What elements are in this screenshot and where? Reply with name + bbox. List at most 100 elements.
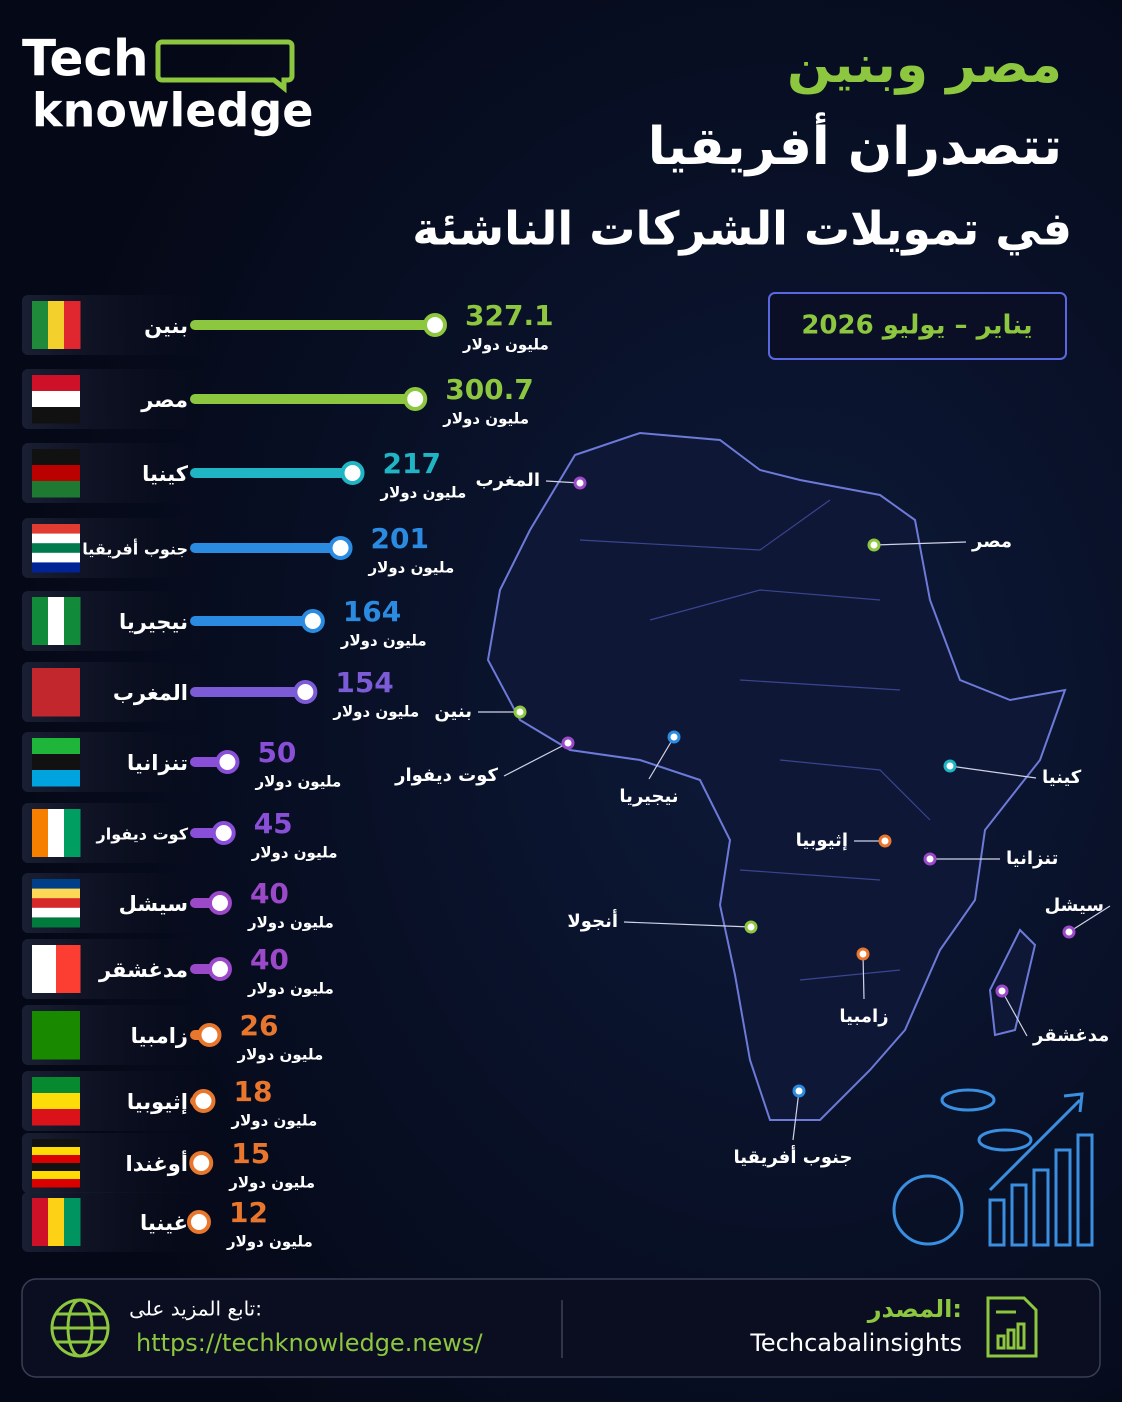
map-dot [792,1084,806,1098]
flag [32,1139,80,1188]
category-label: كينيا [142,462,189,486]
flag-stripe [32,524,80,535]
flag-stripe [48,301,65,349]
value-label: 18 [233,1075,272,1108]
unit-label: مليون دولار [251,844,338,862]
category-label: تنزانيا [127,751,188,775]
value-label: 164 [343,595,401,628]
bar [190,468,353,478]
flag-stripe [32,668,80,717]
map-label: أنجولا [567,909,618,932]
flag-stripe [32,301,49,349]
map-label: المغرب [476,470,540,491]
category-label: أوغندا [126,1149,189,1176]
map-leader [503,742,569,777]
bar-dot [186,1210,211,1234]
map-label: جنوب أفريقيا [734,1145,853,1168]
map-label: إثيوبيا [796,830,848,851]
map-leader [873,541,967,546]
flag-stripe [32,754,80,771]
unit-label: مليون دولار [226,1233,313,1251]
value-label: 154 [335,666,393,699]
category-label: سيشل [119,892,188,916]
category-label: زامبيا [131,1024,188,1048]
map-label: مدغشقر [1032,1025,1109,1046]
title-line: في تمويلات الشركات الناشئة [412,202,1072,256]
flag [32,301,81,349]
bar-dot [189,1151,214,1175]
flag-stripe [32,1139,80,1148]
value-label: 40 [250,877,289,910]
flag-stripe [32,917,80,928]
borders [579,499,931,981]
bar-dot [211,821,236,845]
flag [32,375,80,424]
flag-stripe [48,809,65,857]
flag-stripe [32,562,80,573]
period-box [768,292,1067,360]
value-label: 40 [250,943,289,976]
flag-stripe [32,1198,49,1246]
flag [32,1011,80,1060]
map-dot [667,730,681,744]
globe-icon [50,1298,110,1358]
map-label: كوت ديفوار [394,765,498,786]
flag-stripe [32,1077,80,1094]
bar-dot [215,750,240,774]
footer-follow: تابع المزيد على: [129,1297,262,1321]
value-label: 15 [231,1137,270,1170]
category-label: نيجيريا [119,610,188,634]
category-label: بنين [144,314,188,338]
bar [190,394,416,404]
bar [190,687,306,697]
flag [32,597,81,645]
flag-stripe [32,533,80,544]
flag-stripe [32,1163,80,1172]
unit-label: مليون دولار [228,1174,315,1192]
map-label: نيجيريا [619,786,678,807]
bar-dot [328,536,353,560]
map-dot [573,476,587,490]
flag-stripe [32,449,80,466]
flag [32,879,80,928]
value-label: 26 [239,1009,278,1042]
bar-dot [191,1089,216,1113]
title-line: تتصدران أفريقيا [648,112,1062,177]
flag-stripe [64,597,81,645]
map-dot [867,538,881,552]
flag-stripe [48,1198,65,1246]
flag-stripe [32,552,80,563]
flag-stripe [32,391,80,408]
value-label: 50 [257,736,296,769]
flag [32,945,81,993]
unit-label: مليون دولار [230,1112,317,1130]
flag-stripe [32,481,80,498]
logo-bubble [155,39,295,94]
footer-url[interactable]: https://techknowledge.news/ [136,1329,483,1357]
unit-label: مليون دولار [247,980,334,998]
bar [190,543,341,553]
map-label: تنزانيا [1006,848,1058,869]
flag [32,668,80,717]
map-leader [862,953,865,1000]
flag-stripe [32,375,80,392]
unit-label: مليون دولار [380,484,467,502]
value-label: 300.7 [445,373,534,406]
map-leader [792,1090,800,1141]
category-label: كوت ديفوار [96,825,189,844]
unit-label: مليون دولار [247,914,334,932]
map-label: زامبيا [839,1006,888,1027]
flag-stripe [32,879,80,890]
logo-line: knowledge [32,84,313,138]
unit-label: مليون دولار [254,773,341,791]
flag-stripe [64,1198,81,1246]
bar-dot [293,680,318,704]
category-label: جنوب أفريقيا [82,539,188,559]
value-label: 327.1 [465,299,554,332]
map-dot [995,984,1009,998]
logo-line: Tech [22,30,149,88]
flag-stripe [32,407,80,424]
flag-stripe [64,301,81,349]
bar-dot [207,957,232,981]
